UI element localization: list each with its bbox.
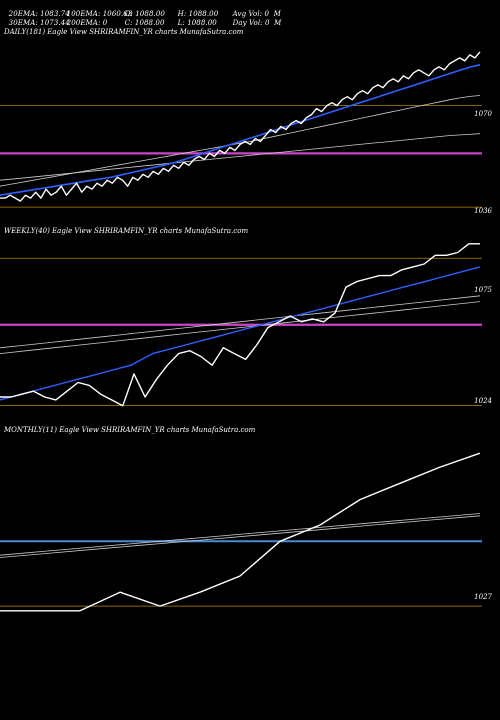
ema100-value: 100EMA: 1060.63 <box>66 10 133 18</box>
weekly-series-1-line <box>0 266 481 401</box>
monthly-tick-1027: 1027 <box>474 593 492 601</box>
weekly-series-2-line <box>0 301 481 354</box>
daily-series-2-line <box>0 95 481 187</box>
daily-chart <box>0 51 482 208</box>
header-row-2: 30EMA: 1073.44200EMA: 0 C: 1088.00 L: 1088… <box>4 11 282 27</box>
close-value: C: 1088.00 <box>124 19 165 27</box>
daily-panel-label: DAILY(181) Eagle View SHRIRAMFIN_YR char… <box>4 28 244 36</box>
ema30-value: 30EMA: 1073.44 <box>8 19 70 27</box>
ema200-value: 200EMA: 0 <box>66 19 108 27</box>
weekly-panel-label: WEEKLY(40) Eagle View SHRIRAMFIN_YR char… <box>4 227 249 235</box>
high-value: H: 1088.00 <box>177 10 219 18</box>
monthly-series-1-line <box>0 515 481 558</box>
low-value: L: 1088.00 <box>177 19 217 27</box>
open-value: O: 1088.00 <box>124 10 165 18</box>
daily-series-0-line <box>0 51 481 202</box>
header-row-1: 20EMA: 1083.74100EMA: 1060.63O: 1088.00 H… <box>4 2 281 18</box>
monthly-panel-label: MONTHLY(11) Eagle View SHRIRAMFIN_YR cha… <box>4 426 256 434</box>
avg-vol-value: Avg Vol: 0 M <box>232 10 281 18</box>
weekly-series-3-line <box>0 295 481 349</box>
daily-tick-1036: 1036 <box>474 207 492 215</box>
weekly-chart <box>0 243 482 407</box>
monthly-series-2-line <box>0 513 481 556</box>
weekly-tick-1024: 1024 <box>474 397 492 405</box>
weekly-series-0-line <box>0 243 480 407</box>
daily-tick-1070: 1070 <box>474 110 492 118</box>
daily-series-1-line <box>0 64 481 196</box>
ema20-value: 20EMA: 1083.74 <box>8 10 70 18</box>
monthly-chart <box>0 452 482 612</box>
monthly-series-0-line <box>0 452 481 612</box>
weekly-tick-1075: 1075 <box>474 286 492 294</box>
day-vol-value: Day Vol: 0 M <box>232 19 282 27</box>
